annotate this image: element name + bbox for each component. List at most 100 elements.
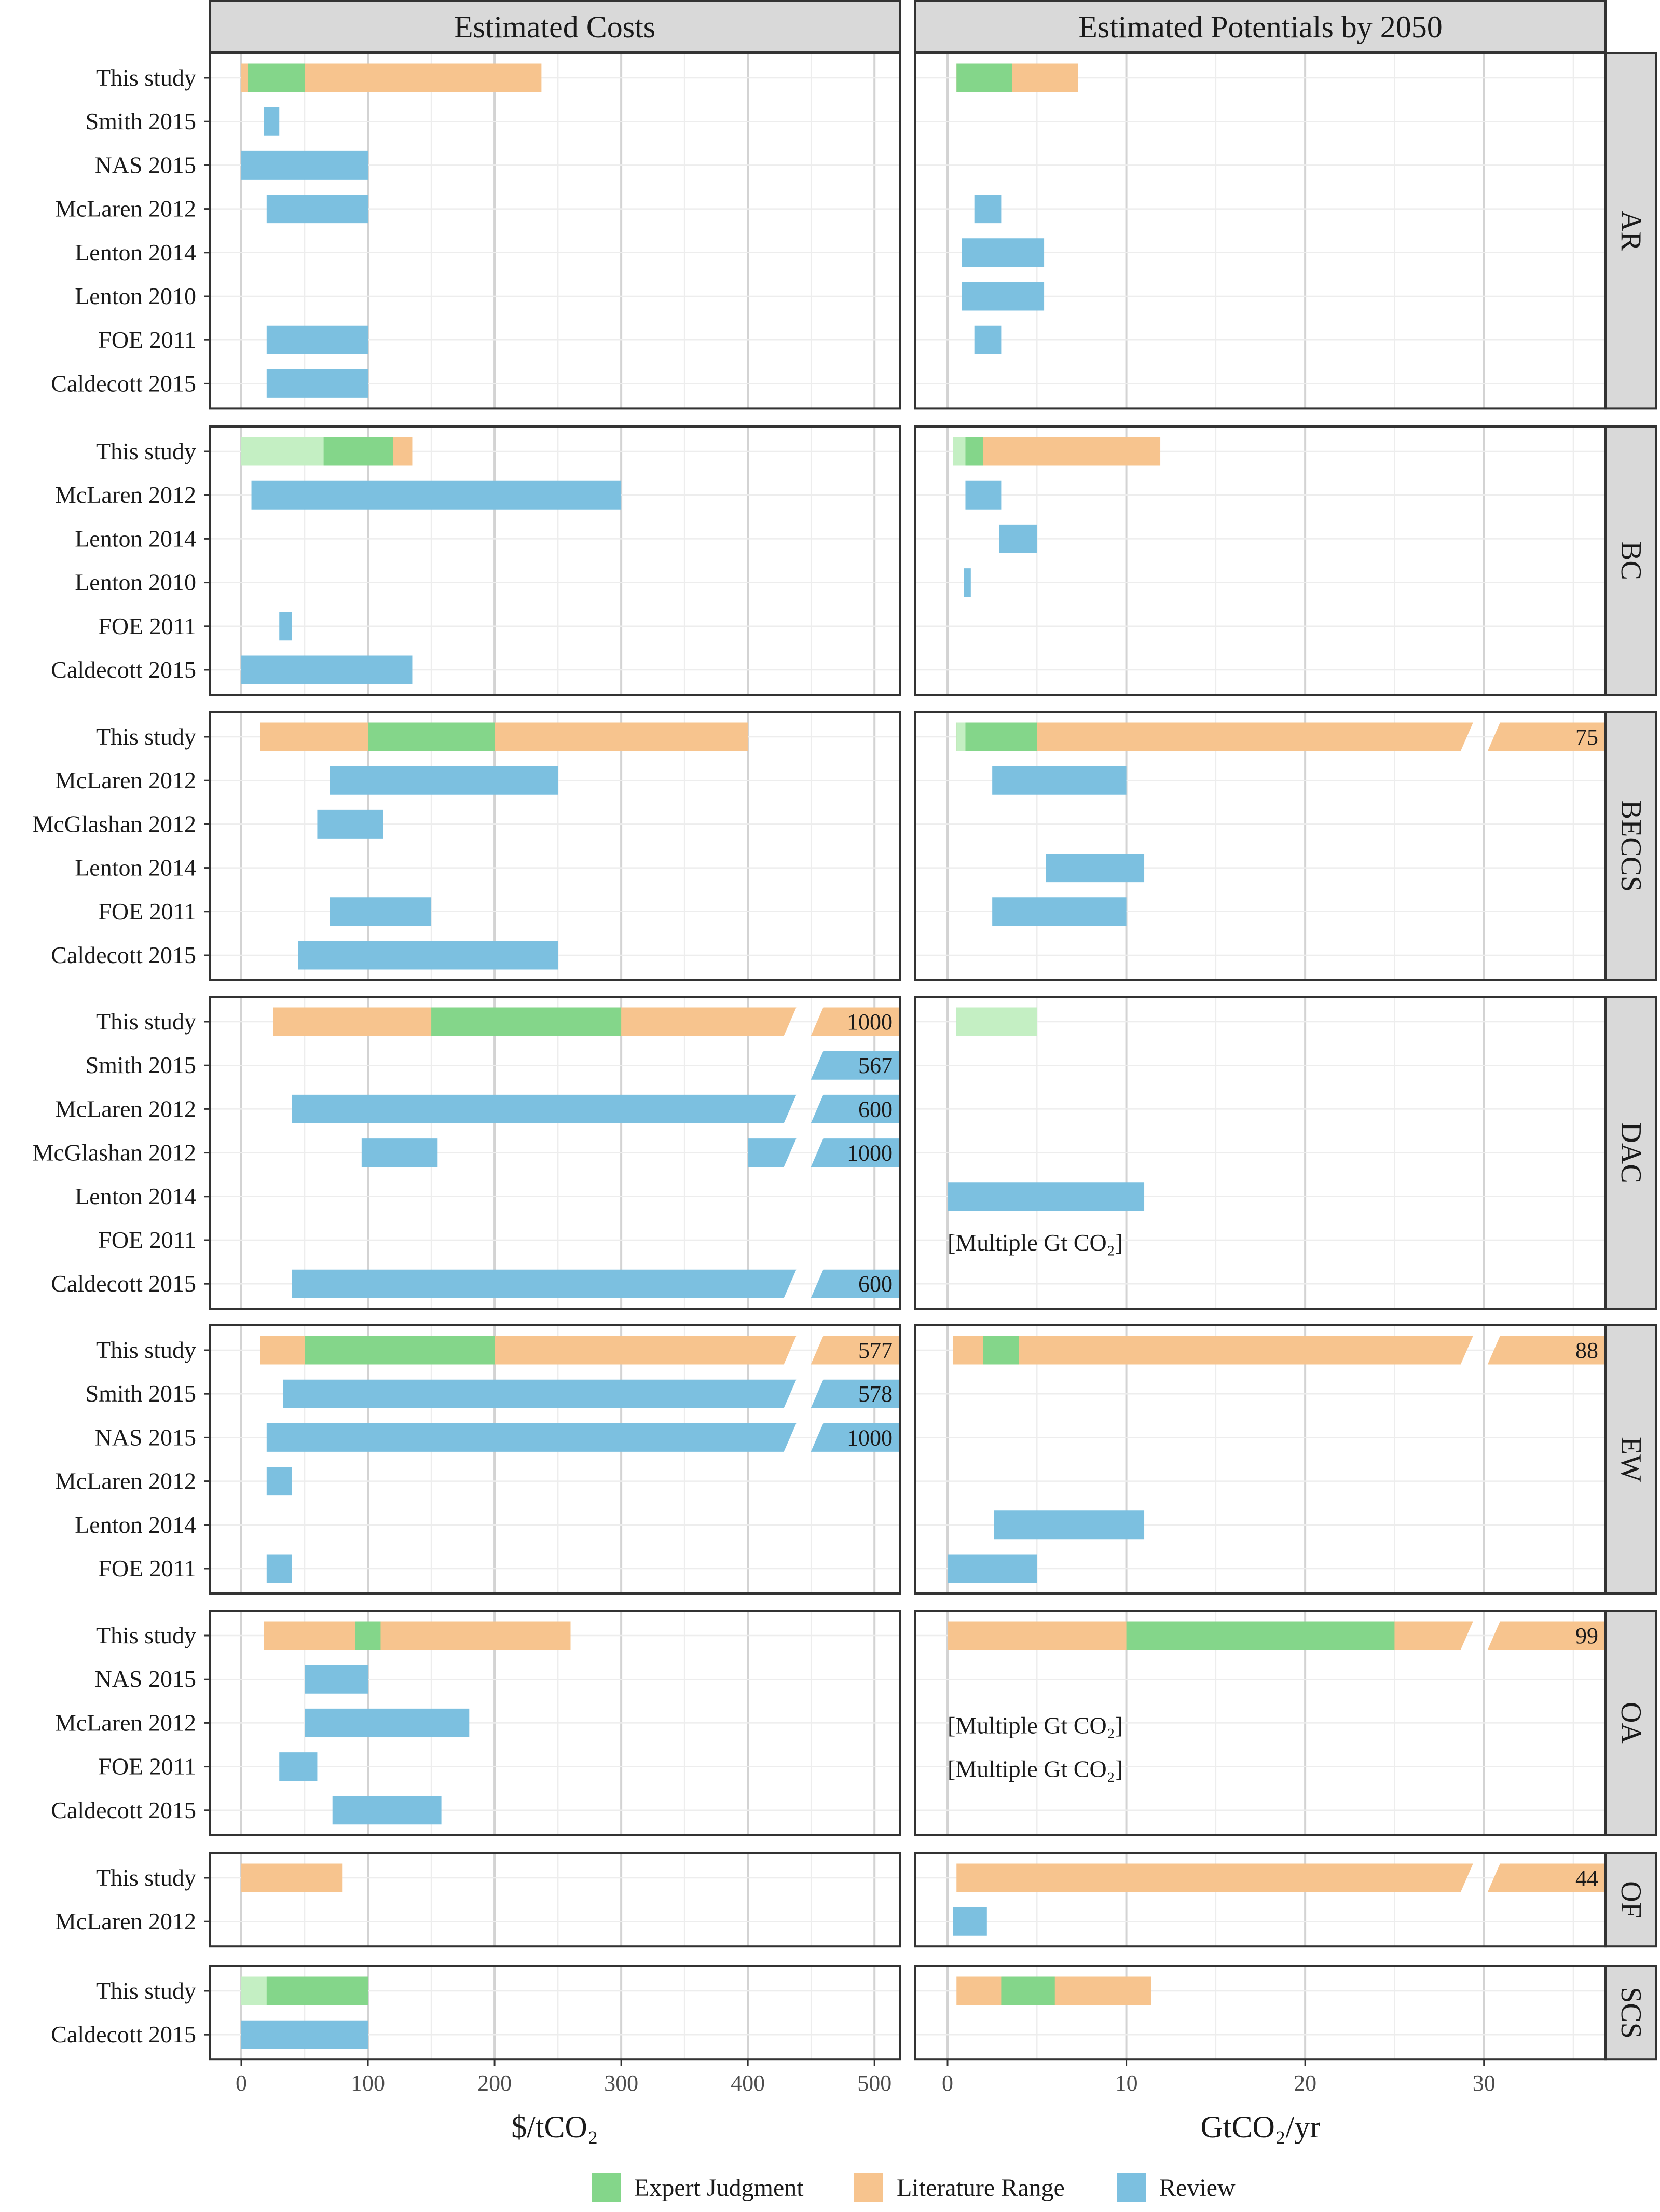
row-label: Lenton 2014 [75, 1512, 196, 1538]
bar-literature [953, 1336, 1473, 1365]
panel-background [915, 53, 1606, 409]
row-label: This study [96, 1864, 196, 1891]
bar-expert-light [241, 437, 324, 466]
tick-label: 10 [1115, 2070, 1138, 2096]
bar-review [279, 1752, 318, 1781]
bar-literature [1487, 1621, 1604, 1650]
row-label: McLaren 2012 [55, 196, 196, 222]
row-label: This study [96, 1622, 196, 1648]
bar-review [266, 325, 368, 354]
facet-label: BECCS [1615, 800, 1647, 892]
bar-expert [983, 1336, 1019, 1365]
row-label: Lenton 2014 [75, 525, 196, 552]
row-label: McGlashan 2012 [32, 1139, 196, 1166]
bar-literature [953, 437, 1161, 466]
bar-literature [1487, 1336, 1604, 1365]
bar-review [965, 480, 1002, 510]
bar-review [241, 2020, 368, 2049]
potential-note: [Multiple Gt CO₂] [948, 1756, 1123, 1782]
row-label: This study [96, 1977, 196, 2004]
facet-ar: This study Smith 2015 NAS 2015 McLaren 2012… [51, 52, 1657, 410]
panel-border [209, 1610, 901, 1836]
facet-strip [1604, 996, 1657, 1310]
bar-review [1046, 854, 1145, 883]
facet-strip [1604, 1610, 1657, 1836]
tick-label: 30 [1473, 2070, 1496, 2096]
column-header-strip [209, 0, 901, 53]
row-label: Caldecott 2015 [51, 1797, 196, 1823]
bar-review [266, 369, 368, 398]
bar-literature [1487, 722, 1604, 751]
bar-literature [956, 722, 1473, 751]
bar-value-label: 600 [858, 1096, 893, 1122]
bar-literature [811, 1007, 899, 1036]
facet-scs: This study Caldecott 2015 SCS [51, 1965, 1657, 2061]
legend-label: Expert Judgment [634, 2174, 804, 2202]
facet-label: SCS [1615, 1987, 1647, 2039]
panel-border [209, 1852, 901, 1948]
facet-strip [1604, 1852, 1657, 1948]
bar-review [948, 1554, 1037, 1583]
panel-border [209, 1965, 901, 2061]
panel-background [915, 427, 1606, 695]
tick-label: 400 [731, 2070, 765, 2096]
bar-value-label: 1000 [847, 1141, 893, 1166]
panel-border [209, 996, 901, 1310]
row-label: NAS 2015 [94, 1666, 196, 1692]
facet-label: AR [1615, 211, 1647, 251]
bar-value-label: 577 [858, 1338, 893, 1363]
bar-expert [368, 722, 495, 751]
bar-value-label: 567 [858, 1053, 893, 1078]
facet-bc: This study McLaren 2012 Lenton 2014 Lenton … [51, 425, 1657, 696]
row-label: Lenton 2014 [75, 1183, 196, 1210]
row-label: Smith 2015 [86, 1380, 196, 1407]
bar-expert [355, 1621, 381, 1650]
row-label: Lenton 2010 [75, 569, 196, 596]
bar-literature [264, 1621, 571, 1650]
row-label: This study [96, 64, 196, 91]
bar-expert [956, 722, 1037, 751]
bar-review [748, 1138, 797, 1167]
x-axis-label: GtCO₂/yr [1201, 2110, 1321, 2144]
bar-review [264, 107, 280, 136]
row-label: FOE 2011 [98, 613, 196, 639]
bar-review [332, 1796, 442, 1825]
bar-literature [1487, 1863, 1604, 1892]
x-axis-label: $/tCO₂ [511, 2110, 598, 2144]
row-label: This study [96, 438, 196, 464]
bar-review [292, 1094, 797, 1123]
bar-expert [431, 1007, 622, 1036]
bar-review [962, 282, 1045, 311]
row-label: Smith 2015 [86, 1052, 196, 1078]
bar-value-label: 99 [1575, 1623, 1598, 1648]
bar-expert-light [953, 437, 966, 466]
row-label: McLaren 2012 [55, 482, 196, 508]
bar-review [811, 1423, 899, 1452]
x-axis-potential: 0 10 20 30 GtCO₂/yr [942, 2059, 1496, 2144]
bar-literature [260, 722, 748, 751]
row-label: McLaren 2012 [55, 767, 196, 793]
tick-label: 20 [1294, 2070, 1316, 2096]
bar-value-label: 44 [1575, 1865, 1598, 1891]
panel-background [210, 712, 900, 980]
row-label: This study [96, 723, 196, 750]
bar-review [266, 1554, 292, 1583]
facet-strip [1604, 711, 1657, 981]
bar-expert [1126, 1621, 1395, 1650]
row-label: Caldecott 2015 [51, 656, 196, 683]
bar-review [811, 1051, 899, 1080]
bar-review [953, 1907, 987, 1936]
facet-strip [1604, 1965, 1657, 2061]
panel-background [210, 53, 900, 409]
facet-ew: This study 577 88 Smith 2015 578 NAS 2015 1000… [55, 1324, 1657, 1595]
row-label: Caldecott 2015 [51, 370, 196, 396]
bar-review [811, 1379, 899, 1408]
facet-oa: This study 99 NAS 2015 McLaren 2012 [Multipl… [51, 1610, 1657, 1836]
bar-review [317, 809, 383, 839]
bar-review [974, 325, 1002, 354]
row-label: Lenton 2014 [75, 855, 196, 881]
row-label: This study [96, 1337, 196, 1363]
bar-review [999, 524, 1037, 553]
row-label: FOE 2011 [98, 326, 196, 353]
